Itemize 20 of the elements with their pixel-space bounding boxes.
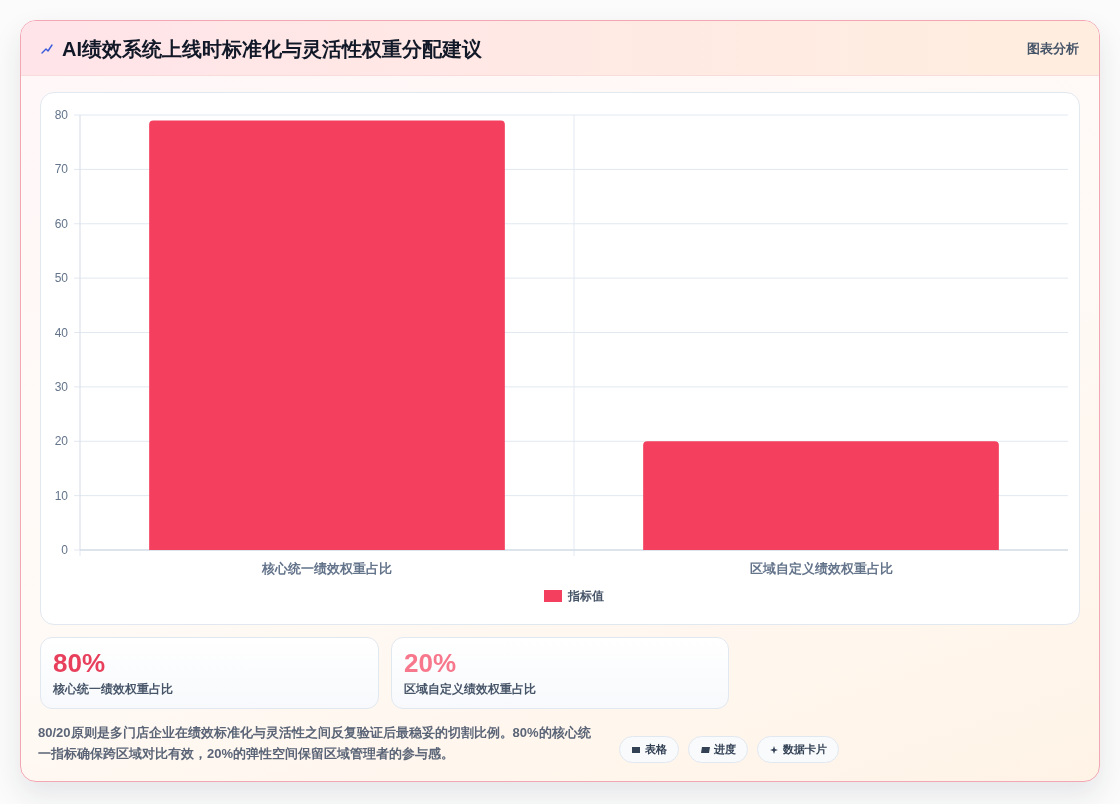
y-tick-label: 30 (54, 379, 69, 394)
text: 数据卡片 (783, 742, 827, 757)
text: 20% (404, 648, 457, 678)
text: 区域自定义绩效权重占比 (404, 682, 536, 697)
legend-label: 指标值 (567, 589, 604, 603)
text: 进度 (714, 742, 736, 757)
y-tick-label: 70 (54, 162, 69, 177)
y-tick-label: 0 (61, 543, 69, 557)
y-tick-label: 60 (54, 216, 69, 231)
text: 图表分析 (1027, 40, 1079, 57)
y-tick-label: 20 (54, 434, 69, 449)
text: 80/20原则是多门店企业在绩效标准化与灵活性之间反复验证后最稳妥的切割比例。80%的核心统一指标确保跨区域对比有效，20%的弹性空间保留区域管理者的参与感。 (38, 724, 592, 763)
text: 核心统一绩效权重占比 (53, 682, 173, 697)
y-tick-label: 50 (54, 271, 69, 286)
chart-title: AI绩效系统上线时标准化与灵活性权重分配建议 (62, 37, 482, 61)
y-tick-label: 10 (54, 488, 69, 503)
y-tick-label: 40 (54, 325, 69, 340)
text: 80% (53, 648, 106, 678)
text: 表格 (645, 742, 667, 757)
y-tick-label: 80 (54, 108, 69, 122)
